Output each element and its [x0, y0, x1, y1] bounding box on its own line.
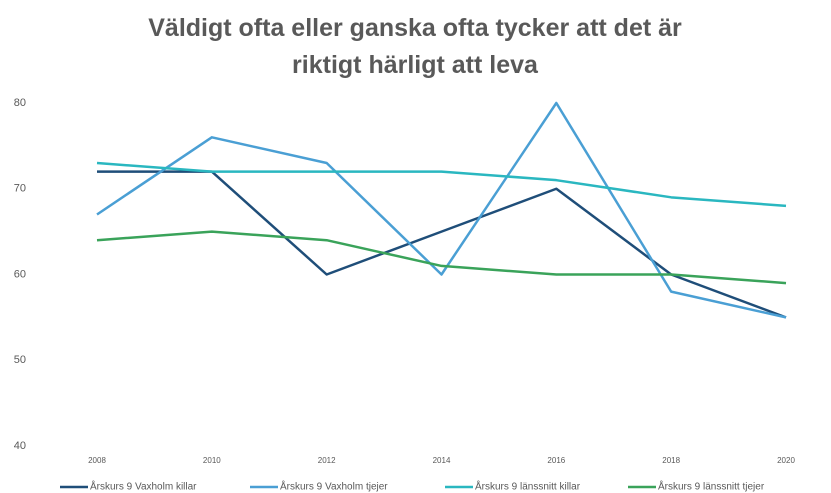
series-line — [96, 161, 787, 208]
y-tick-label: 50 — [14, 354, 26, 366]
series-line — [96, 101, 787, 319]
chart-title: Väldigt ofta eller ganska ofta tycker at… — [148, 14, 682, 79]
x-tick-label: 2012 — [318, 456, 336, 465]
x-tick-label: 2016 — [547, 456, 565, 465]
legend-label: Årskurs 9 Vaxholm killar — [90, 480, 197, 493]
series-line — [97, 170, 787, 319]
y-tick-label: 40 — [14, 440, 26, 452]
x-tick-label: 2020 — [777, 456, 795, 465]
x-tick-label: 2018 — [662, 456, 680, 465]
x-tick-label: 2008 — [88, 456, 106, 465]
series-line — [96, 230, 787, 285]
legend-label: Årskurs 9 Vaxholm tjejer — [280, 480, 388, 493]
y-tick-label: 60 — [14, 268, 26, 280]
legend-label: Årskurs 9 länssnitt killar — [475, 480, 581, 493]
legend-label: Årskurs 9 länssnitt tjejer — [658, 480, 765, 493]
y-tick-label: 70 — [14, 183, 26, 195]
x-tick-label: 2014 — [433, 456, 451, 465]
y-tick-label: 80 — [14, 97, 26, 109]
x-tick-label: 2010 — [203, 456, 221, 465]
